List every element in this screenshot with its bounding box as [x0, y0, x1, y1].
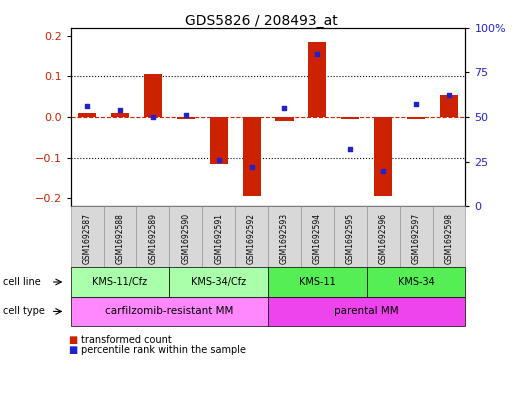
Point	[445, 92, 453, 99]
Point	[181, 112, 190, 118]
Point	[412, 101, 420, 108]
Point	[313, 51, 322, 57]
Text: carfilzomib-resistant MM: carfilzomib-resistant MM	[105, 307, 233, 316]
Point	[83, 103, 91, 109]
Point	[280, 105, 289, 111]
Text: GSM1692593: GSM1692593	[280, 213, 289, 264]
Point	[214, 157, 223, 163]
Text: KMS-11: KMS-11	[299, 277, 336, 287]
Text: percentile rank within the sample: percentile rank within the sample	[81, 345, 246, 355]
Bar	[243, 117, 260, 196]
Text: GSM1692595: GSM1692595	[346, 213, 355, 264]
Text: GSM1692598: GSM1692598	[445, 213, 453, 264]
Text: cell type: cell type	[3, 307, 44, 316]
Text: GSM1692589: GSM1692589	[149, 213, 157, 264]
Text: GSM1692587: GSM1692587	[83, 213, 92, 264]
Point	[116, 107, 124, 113]
Bar	[144, 74, 162, 117]
Point	[346, 146, 355, 152]
Bar	[78, 113, 96, 117]
Bar	[440, 95, 458, 117]
Bar	[276, 117, 293, 121]
Text: cell line: cell line	[3, 277, 40, 287]
Text: ■: ■	[68, 345, 77, 355]
Point	[247, 164, 256, 170]
Point	[149, 114, 157, 120]
Bar	[177, 117, 195, 119]
Text: KMS-34/Cfz: KMS-34/Cfz	[191, 277, 246, 287]
Text: KMS-34: KMS-34	[397, 277, 435, 287]
Text: parental MM: parental MM	[334, 307, 399, 316]
Bar	[341, 117, 359, 119]
Text: ■: ■	[68, 335, 77, 345]
Point	[379, 167, 388, 174]
Text: KMS-11/Cfz: KMS-11/Cfz	[93, 277, 147, 287]
Text: GSM1692597: GSM1692597	[412, 213, 420, 264]
Text: GSM1692596: GSM1692596	[379, 213, 388, 264]
Bar	[309, 42, 326, 117]
Bar	[111, 113, 129, 117]
Bar	[374, 117, 392, 196]
Text: GSM1692592: GSM1692592	[247, 213, 256, 264]
Bar	[210, 117, 228, 163]
Bar	[407, 117, 425, 119]
Text: GSM1692588: GSM1692588	[116, 213, 124, 264]
Text: GSM1692590: GSM1692590	[181, 213, 190, 264]
Text: GDS5826 / 208493_at: GDS5826 / 208493_at	[185, 14, 338, 28]
Text: transformed count: transformed count	[81, 335, 172, 345]
Text: GSM1692591: GSM1692591	[214, 213, 223, 264]
Text: GSM1692594: GSM1692594	[313, 213, 322, 264]
